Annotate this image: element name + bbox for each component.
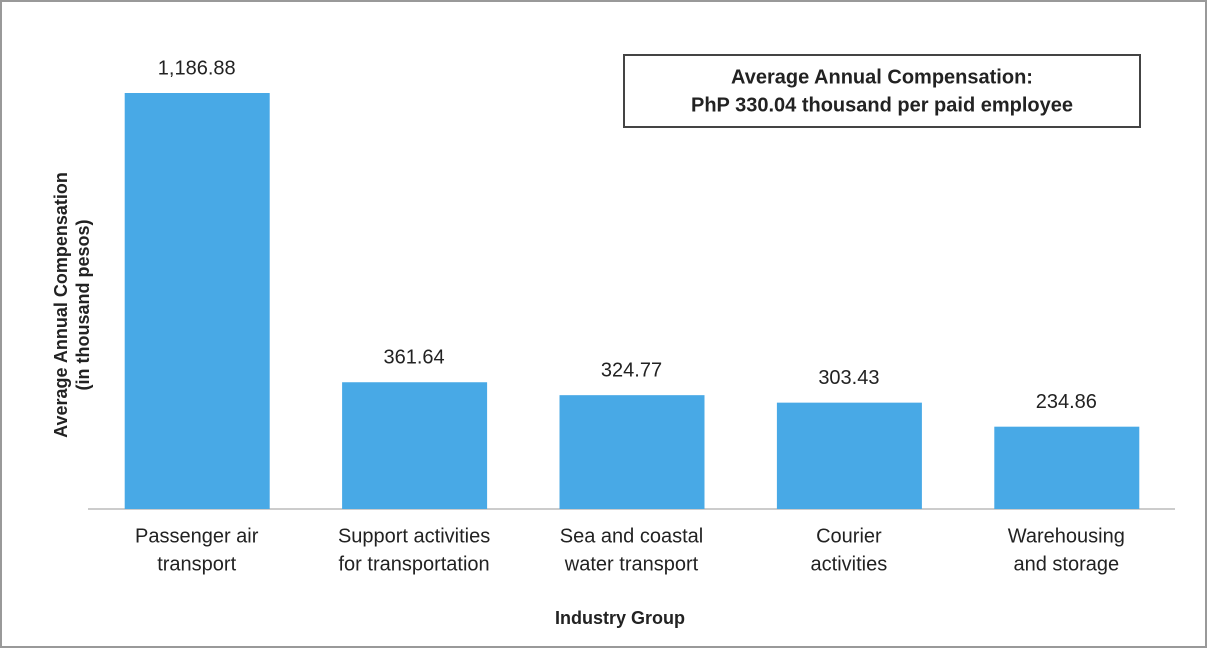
data-label: 1,186.88 (158, 57, 236, 79)
x-tick-label: transport (157, 553, 236, 575)
annotation: Average Annual Compensation: (731, 66, 1033, 88)
bar (994, 426, 1140, 509)
x-tick-label: Warehousing (1008, 525, 1125, 547)
x-tick-label: water transport (564, 553, 699, 575)
bar (124, 93, 270, 509)
y-axis-title: (in thousand pesos) (73, 219, 93, 390)
bar (776, 402, 922, 509)
data-label: 324.77 (601, 359, 662, 381)
x-tick-label: activities (811, 553, 888, 575)
annotation-box (623, 54, 1141, 128)
x-tick-label: and storage (1013, 553, 1119, 575)
bar (342, 382, 488, 509)
bar (559, 395, 705, 509)
x-tick-label: Passenger air (135, 525, 259, 547)
x-tick-label: for transportation (338, 553, 489, 575)
data-label: 234.86 (1036, 391, 1097, 413)
annotation: PhP 330.04 thousand per paid employee (691, 94, 1073, 116)
y-axis-title: Average Annual Compensation (51, 172, 71, 438)
x-tick-label: Courier (816, 525, 882, 547)
x-tick-label: Sea and coastal (560, 525, 703, 547)
data-label: 303.43 (818, 367, 879, 389)
x-axis-title: Industry Group (555, 608, 685, 628)
x-tick-label: Support activities (338, 525, 490, 547)
data-label: 361.64 (384, 347, 445, 369)
